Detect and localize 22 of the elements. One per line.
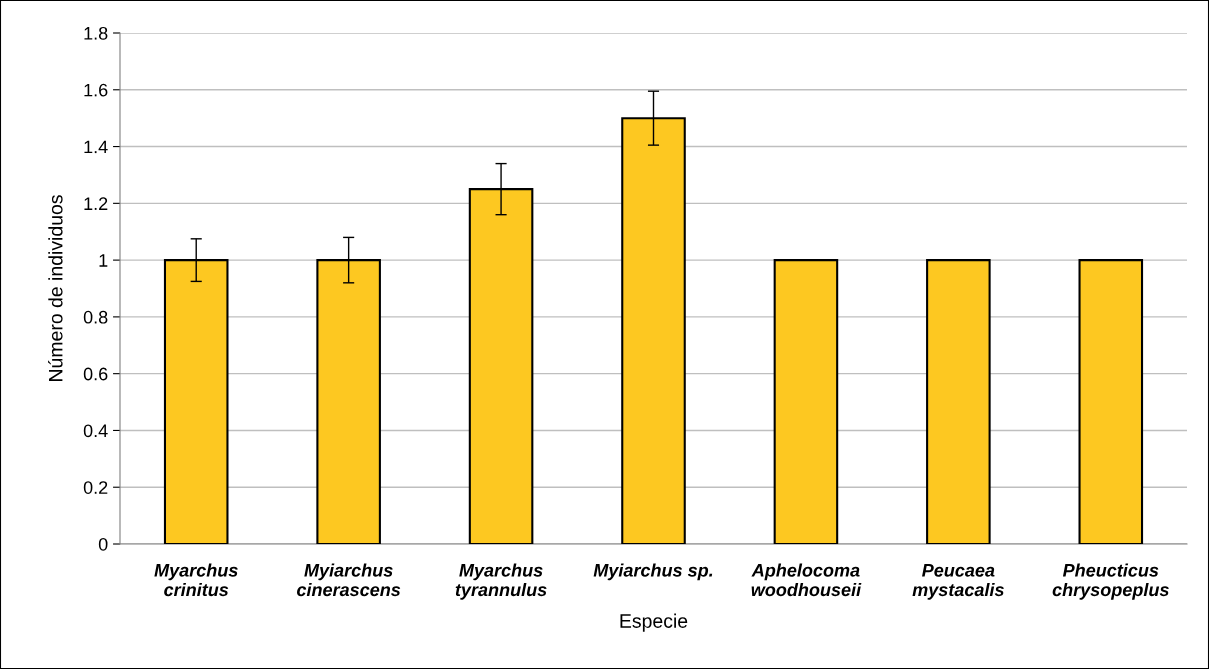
y-tick-label: 0.2 <box>83 481 108 494</box>
y-tick-label: 1.2 <box>84 197 108 210</box>
y-tick-label: 0.8 <box>83 310 108 324</box>
y-axis-title: Número de individuos <box>48 195 63 381</box>
y-tick-label: 0 <box>98 537 108 551</box>
y-tick-label: 1.4 <box>84 140 108 154</box>
y-tick-label: 0.6 <box>83 367 108 381</box>
x-tick-label: Pheucticus chrysopeplus <box>1052 563 1169 600</box>
x-axis-title: Especie <box>620 613 688 632</box>
bar <box>1078 259 1144 544</box>
y-tick-label: 1.6 <box>84 83 108 97</box>
x-tick-label: Myarchus crinitus <box>154 563 238 597</box>
x-tick-label: Myiarchus cinerascens <box>297 563 401 597</box>
x-tick-label: Aphelocoma woodhouseii <box>751 563 862 597</box>
x-tick-label: Myarchus tyrannulus <box>455 563 547 600</box>
y-tick-label: 0.4 <box>83 424 108 438</box>
x-tick-label: Myiarchus sp. <box>593 563 713 581</box>
y-tick-label: 1.8 <box>84 26 108 40</box>
bar <box>773 259 839 544</box>
y-tick-label: 1 <box>99 254 108 267</box>
x-tick-label: Peucaea mystacalis <box>912 564 1004 600</box>
bar <box>926 259 991 544</box>
